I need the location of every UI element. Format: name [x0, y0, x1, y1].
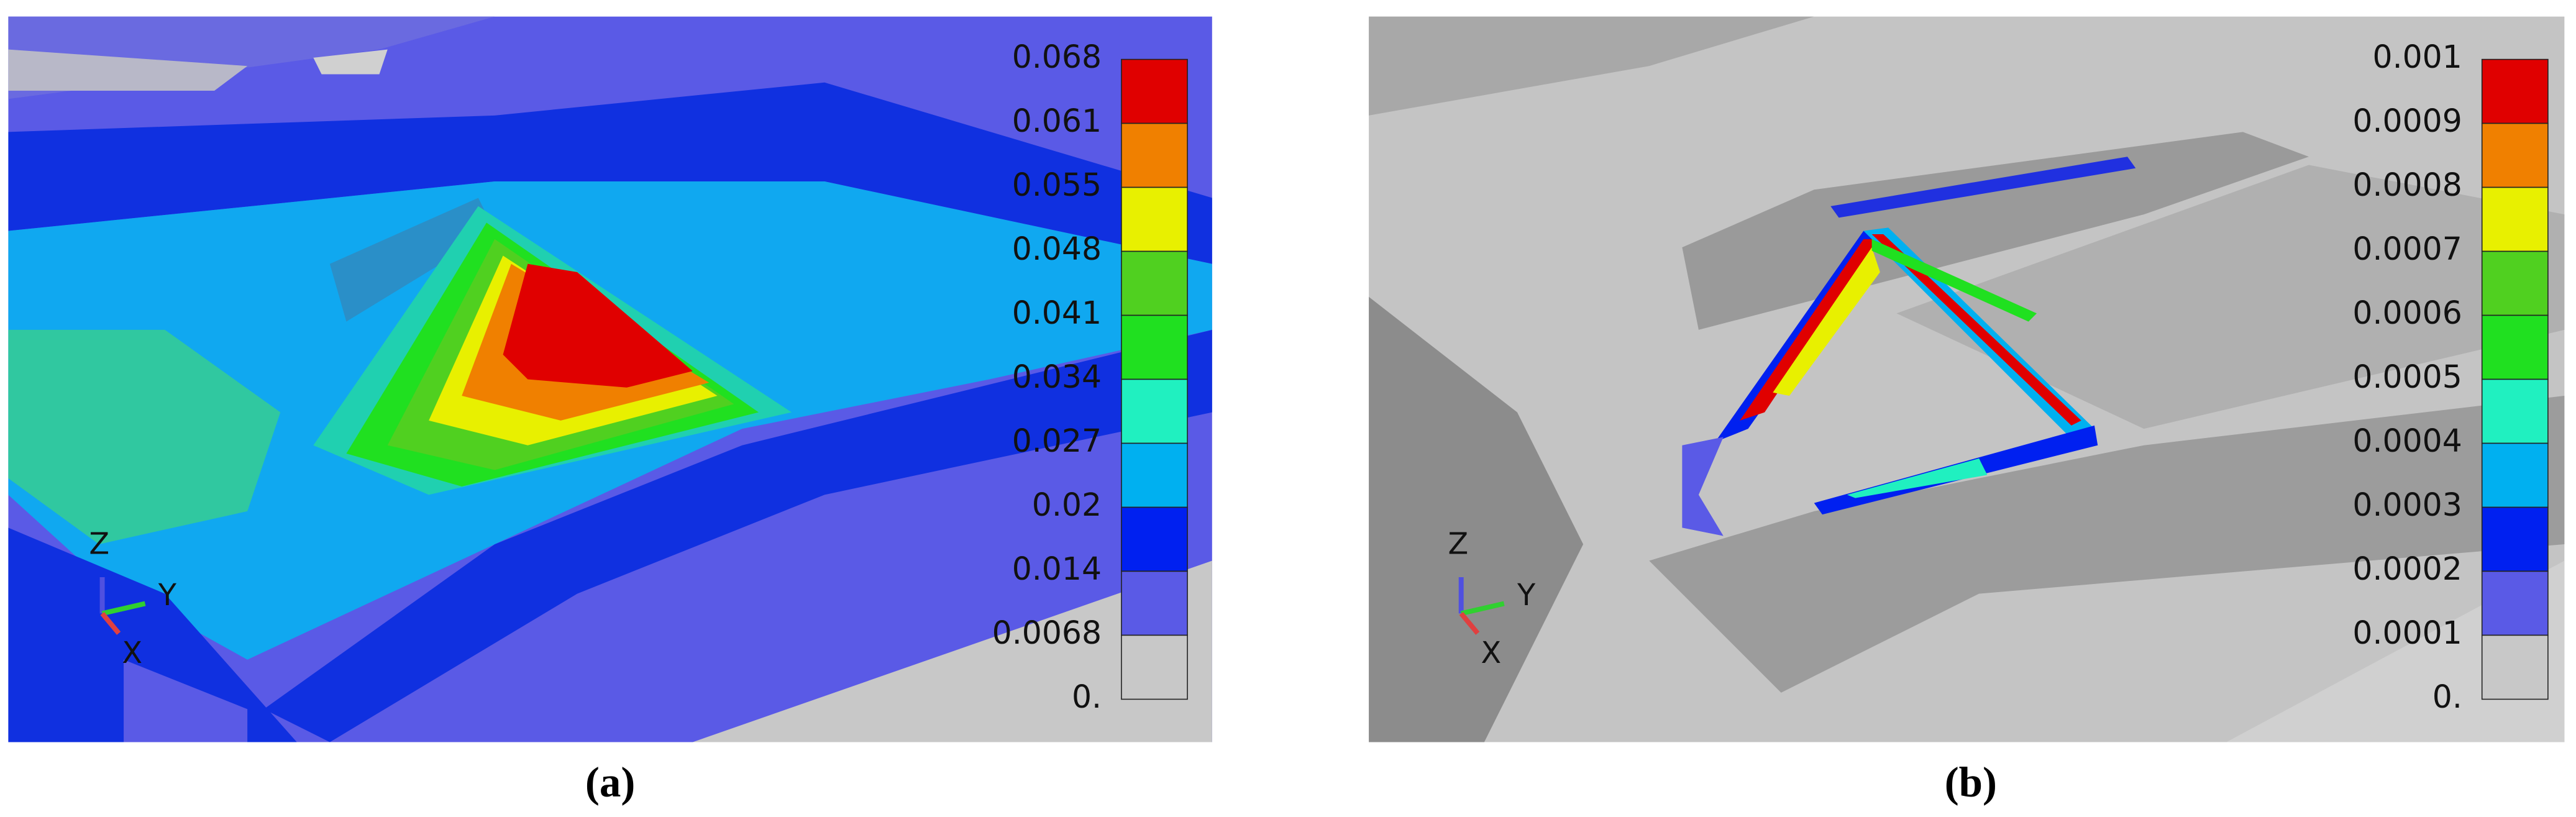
triad-z: Z: [89, 527, 109, 562]
colorbar-label: 0.0068: [992, 614, 1102, 651]
render-a: [8, 16, 1212, 742]
colorbar-band: [2481, 570, 2549, 636]
colorbar-label: 0.014: [1012, 550, 1102, 587]
colorbar-band: [2481, 122, 2549, 188]
colorbar-label: 0.027: [1012, 422, 1102, 459]
colorbar-band: [1121, 634, 1188, 700]
colorbar-label: 0.0005: [2352, 358, 2462, 395]
triad-x: X: [122, 636, 142, 670]
colorbar-band: [1121, 58, 1188, 124]
colorbar-label: 0.0004: [2352, 422, 2462, 459]
colorbar-label: 0.048: [1012, 230, 1102, 267]
colorbar-label: 0.068: [1012, 39, 1102, 75]
colorbar-label: 0.0008: [2352, 167, 2462, 203]
render-b: [1369, 16, 2565, 742]
colorbar-band: [1121, 506, 1188, 572]
colorbar-band: [2481, 442, 2549, 508]
colorbar-label: 0.0007: [2352, 230, 2462, 267]
colorbar-label: 0.034: [1012, 358, 1102, 395]
triad-y: Y: [1517, 578, 1536, 613]
colorbar-band: [2481, 58, 2549, 124]
caption-a: (a): [585, 759, 635, 806]
colorbar-label: 0.055: [1012, 167, 1102, 203]
colorbar-band: [1121, 570, 1188, 636]
colorbar-label: 0.0001: [2352, 614, 2462, 651]
triad-a: Z Y X: [89, 527, 176, 670]
triad-y: Y: [158, 578, 177, 613]
colorbar-label: 0.061: [1012, 103, 1102, 139]
colorbar-band: [1121, 442, 1188, 508]
colorbar-label: 0.: [1072, 678, 1102, 715]
colorbar-label: 0.: [2432, 678, 2462, 715]
colorbar-band: [2481, 186, 2549, 252]
triad-x: X: [1481, 636, 1502, 670]
triad-z: Z: [1448, 527, 1468, 562]
triad-b: Z Y X: [1448, 527, 1535, 670]
colorbar-band: [2481, 634, 2549, 700]
colorbar-band: [2481, 314, 2549, 380]
colorbar-band: [1121, 378, 1188, 444]
colorbar-label: 0.001: [2372, 39, 2462, 75]
colorbar-band: [2481, 378, 2549, 444]
colorbar-band: [1121, 250, 1188, 316]
colorbar-band: [1121, 122, 1188, 188]
colorbar-label: 0.041: [1012, 294, 1102, 331]
colorbar-band: [2481, 506, 2549, 572]
colorbar-band: [2481, 250, 2549, 316]
colorbar-label: 0.0002: [2352, 550, 2462, 587]
colorbar-label: 0.0006: [2352, 294, 2462, 331]
caption-b: (b): [1945, 759, 1997, 806]
colorbar-label: 0.02: [1032, 486, 1102, 523]
colorbar-band: [1121, 186, 1188, 252]
colorbar-label: 0.0009: [2352, 103, 2462, 139]
colorbar-label: 0.0003: [2352, 486, 2462, 523]
colorbar-band: [1121, 314, 1188, 380]
